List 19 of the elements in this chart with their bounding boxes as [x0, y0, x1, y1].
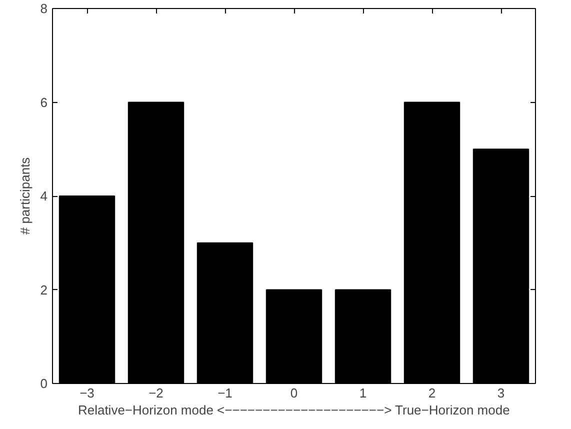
y-tick-label: 2	[40, 282, 48, 298]
bar	[196, 242, 254, 384]
y-tick-label: 0	[40, 376, 48, 391]
x-tick-label: −1	[218, 386, 232, 400]
bar	[404, 102, 460, 384]
bar	[128, 102, 184, 384]
x-tick-label: 2	[428, 386, 436, 400]
bar	[334, 289, 392, 384]
y-tick-label: 4	[40, 188, 48, 204]
y-tick-label: 6	[40, 94, 48, 110]
y-axis-title: # participants	[17, 156, 32, 235]
x-tick-label: 0	[290, 386, 298, 400]
x-tick-label: 3	[497, 386, 505, 400]
x-tick-label: 1	[359, 386, 367, 400]
y-tick-label: 8	[40, 1, 48, 16]
x-tick-label: −3	[80, 386, 94, 400]
bar	[266, 289, 322, 384]
x-tick-label: −2	[148, 386, 164, 400]
x-axis-title: Relative−Horizon mode <−−−−−−−−−−−−−−−−−−−−−> True−Horizon mode	[78, 402, 510, 418]
